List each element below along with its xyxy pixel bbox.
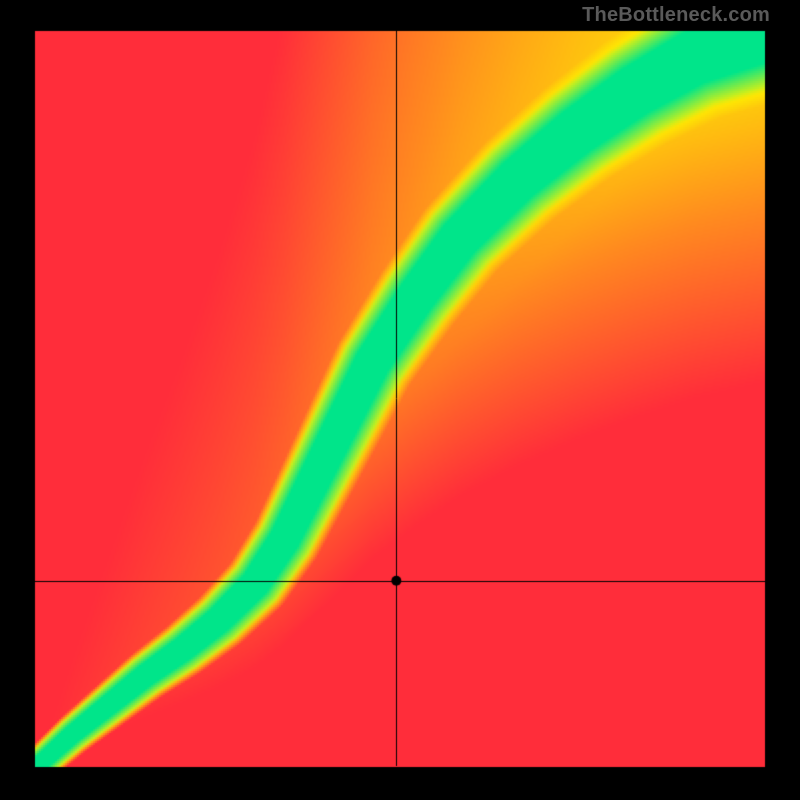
watermark-label: TheBottleneck.com — [582, 4, 770, 27]
bottleneck-heatmap — [0, 0, 800, 800]
chart-container: TheBottleneck.com — [0, 0, 800, 800]
